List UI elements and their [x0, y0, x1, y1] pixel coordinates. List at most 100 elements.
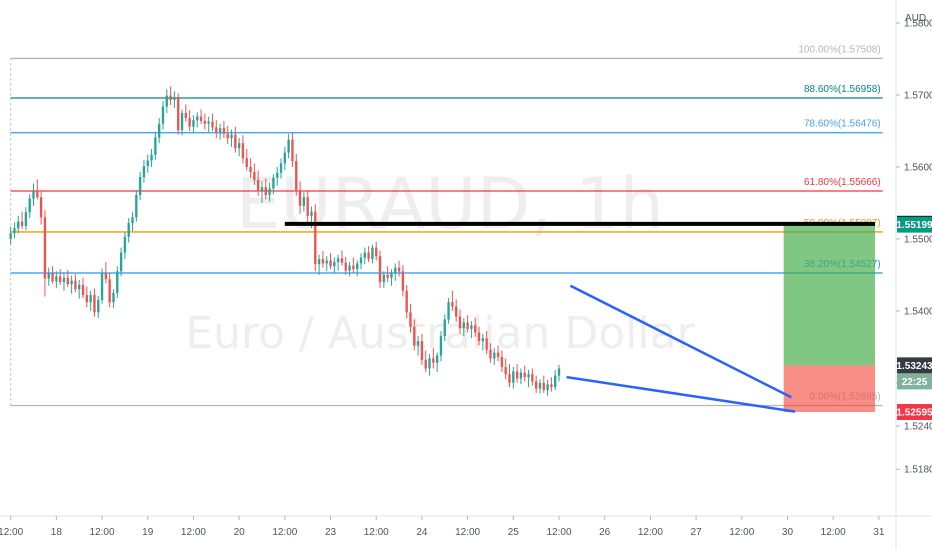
candle-body [211, 121, 214, 128]
candle-body [356, 263, 359, 270]
candle-body [317, 259, 321, 265]
candle-body [302, 197, 306, 206]
price-tick-label: 1.52400 [904, 422, 932, 433]
candle-body [428, 358, 431, 369]
candle-body [215, 127, 218, 133]
candle-body [348, 265, 351, 271]
candle-body [28, 198, 31, 213]
candle-body [512, 371, 515, 383]
candle-body [515, 371, 519, 379]
candle-body [188, 118, 191, 127]
candle-body [321, 259, 325, 264]
candle-body [123, 236, 127, 253]
candle-body [249, 166, 252, 172]
price-badge [897, 404, 932, 421]
candle-body [62, 277, 66, 283]
candle-body [180, 112, 184, 131]
candle-body [344, 262, 347, 271]
price-tick-label: 1.55000 [904, 234, 932, 245]
candle-body [409, 312, 412, 327]
time-tick-label: 12:00 [546, 527, 571, 538]
candle-body [203, 120, 207, 124]
candle-body [493, 352, 496, 359]
candle-body [199, 116, 203, 121]
fib-level-label: 61.80%(1.55666) [804, 177, 881, 188]
candle-body [100, 273, 104, 301]
time-tick-label: 23 [325, 527, 337, 538]
candle-body [112, 292, 115, 303]
candle-body [272, 177, 275, 189]
candle-body [378, 256, 382, 283]
candle-body [405, 290, 408, 313]
currency-label: AUD [905, 13, 926, 24]
candlestick-series [9, 86, 561, 396]
candle-body [119, 252, 123, 272]
candle-body [359, 257, 363, 264]
candle-body [58, 276, 62, 283]
candle-body [538, 382, 542, 389]
time-axis[interactable]: 12:00 18 12:00 19 12:00 20 12:00 23 12:00 24 12:00… [0, 516, 885, 538]
price-badge [897, 357, 932, 374]
candle-body [413, 326, 416, 346]
candle-body [196, 116, 199, 121]
long-position-tool[interactable] [783, 224, 876, 413]
candle-body [226, 133, 229, 139]
candle-body [66, 277, 69, 285]
candle-body [222, 128, 226, 134]
candle-body [51, 273, 54, 282]
candle-body [329, 260, 332, 267]
candle-body [390, 273, 393, 278]
time-tick-label: 18 [51, 527, 63, 538]
candle-body [352, 265, 355, 270]
candle-body [291, 139, 294, 162]
candle-body [17, 221, 20, 229]
candle-body [336, 258, 340, 262]
candle-body [550, 384, 553, 388]
candle-body [420, 341, 424, 360]
candle-body [157, 123, 161, 138]
candle-body [496, 352, 500, 357]
candle-body [462, 322, 465, 329]
drawings[interactable] [284, 221, 876, 413]
candle-body [104, 273, 108, 280]
candle-body [20, 221, 24, 226]
time-tick-label: 25 [508, 527, 520, 538]
candle-body [546, 384, 549, 391]
candle-body [97, 300, 100, 313]
price-badge-label: 1.53243 [896, 361, 932, 372]
candle-body [55, 276, 58, 282]
candle-body [13, 228, 16, 234]
price-tick-label: 1.54000 [904, 306, 932, 317]
candle-body [519, 372, 523, 379]
candle-body [276, 172, 279, 178]
candle-body [527, 374, 530, 378]
time-tick-label: 27 [691, 527, 703, 538]
price-tick-label: 1.56000 [904, 162, 932, 173]
candle-body [504, 367, 507, 375]
candle-body [207, 121, 210, 124]
candle-body [523, 372, 526, 378]
candle-body [306, 197, 309, 216]
candle-body [557, 368, 561, 376]
candle-body [184, 112, 188, 119]
candle-body [325, 260, 328, 264]
candle-body [508, 374, 511, 383]
candle-body [554, 375, 557, 388]
candle-body [470, 325, 473, 329]
candle-body [416, 341, 420, 346]
time-tick-label: 12:00 [455, 527, 480, 538]
candle-body [32, 191, 35, 199]
candle-body [173, 97, 176, 101]
candle-body [401, 271, 405, 291]
time-tick-label: 31 [873, 527, 885, 538]
time-tick-label: 20 [234, 527, 246, 538]
candle-body [47, 273, 50, 279]
candle-body [85, 295, 89, 303]
candle-body [142, 166, 146, 178]
price-badge-label: 22:25 [902, 377, 928, 388]
candle-body [375, 247, 378, 257]
candle-body [165, 95, 168, 107]
time-tick-label: 24 [416, 527, 428, 538]
candle-body [256, 179, 260, 192]
